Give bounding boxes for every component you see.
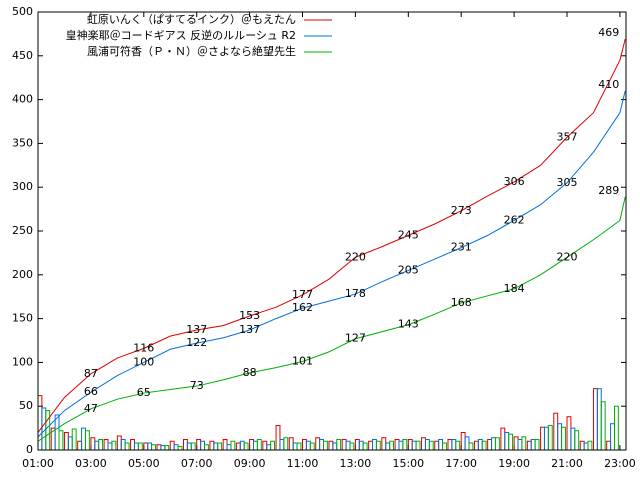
legend-label: 風浦可符香（Ｐ・Ｎ）＠さよなら絶望先生: [87, 44, 296, 58]
y-tick-label: 450: [12, 49, 33, 62]
x-tick-label: 17:00: [445, 457, 477, 470]
data-label: 205: [398, 263, 419, 276]
y-tick-label: 50: [19, 399, 33, 412]
y-tick-label: 0: [26, 443, 33, 456]
data-label: 306: [504, 175, 525, 188]
data-label: 305: [557, 176, 578, 189]
plot-frame: [37, 11, 627, 451]
data-label: 262: [504, 213, 525, 226]
data-label: 143: [398, 318, 419, 331]
data-label: 73: [190, 379, 204, 392]
legend-label: 虹原いんく（ぱすてるインク）＠もえたん: [87, 13, 296, 26]
data-label: 87: [84, 367, 98, 380]
data-label: 137: [239, 323, 260, 336]
x-tick-label: 03:00: [75, 457, 107, 470]
y-tick-label: 150: [12, 312, 33, 325]
line: [37, 196, 626, 442]
data-label: 184: [504, 282, 525, 295]
x-tick-label: 15:00: [392, 457, 424, 470]
x-tick-label: 19:00: [498, 457, 530, 470]
x-tick-label: 23:00: [604, 457, 636, 470]
data-label: 178: [345, 287, 366, 300]
y-tick-label: 200: [12, 268, 33, 281]
line: [37, 39, 626, 433]
x-tick-label: 05:00: [128, 457, 160, 470]
data-label: 231: [451, 241, 472, 254]
data-label: 122: [186, 336, 207, 349]
data-label: 66: [84, 385, 98, 398]
y-tick-label: 250: [12, 224, 33, 237]
x-tick-label: 01:00: [22, 457, 54, 470]
data-label: 410: [598, 78, 619, 91]
x-tick-label: 11:00: [287, 457, 319, 470]
data-label: 220: [557, 250, 578, 263]
data-label: 127: [345, 332, 366, 345]
data-label: 289: [598, 184, 619, 197]
data-label: 101: [292, 355, 313, 368]
y-tick-label: 500: [12, 5, 33, 18]
x-tick-label: 09:00: [234, 457, 266, 470]
legend-label: 皇神楽耶＠コードギアス 反逆のルルーシュ R2: [66, 28, 296, 42]
y-tick-label: 300: [12, 180, 33, 193]
data-label: 469: [598, 26, 619, 39]
data-label: 65: [137, 386, 151, 399]
line: [37, 90, 626, 438]
data-label: 47: [84, 402, 98, 415]
data-label: 137: [186, 323, 207, 336]
data-label: 357: [557, 130, 578, 143]
data-label: 177: [292, 288, 313, 301]
data-label: 220: [345, 250, 366, 263]
data-label: 100: [133, 355, 154, 368]
y-tick-label: 350: [12, 136, 33, 149]
data-label: 153: [239, 309, 260, 322]
data-label: 116: [133, 341, 154, 354]
data-label: 273: [451, 204, 472, 217]
x-tick-label: 21:00: [551, 457, 583, 470]
data-label: 88: [243, 366, 257, 379]
data-label: 162: [292, 301, 313, 314]
y-tick-label: 100: [12, 355, 33, 368]
x-tick-label: 07:00: [181, 457, 213, 470]
data-label: 245: [398, 228, 419, 241]
x-tick-label: 13:00: [340, 457, 372, 470]
data-label: 168: [451, 296, 472, 309]
y-tick-label: 400: [12, 93, 33, 106]
